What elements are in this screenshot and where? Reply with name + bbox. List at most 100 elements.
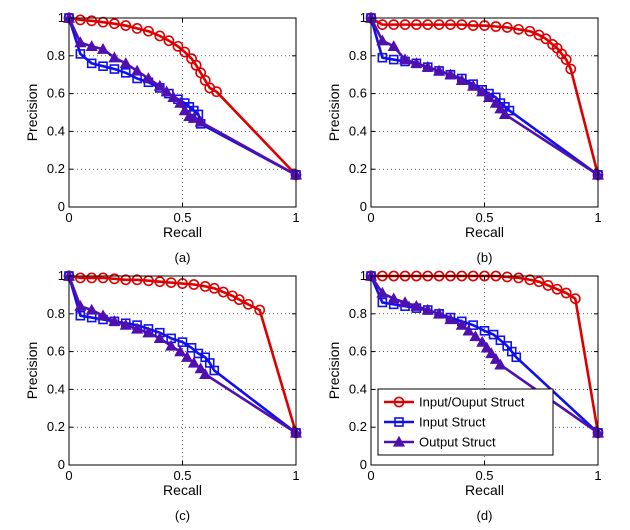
legend-label: Input Struct [419,415,486,430]
legend-entry-3: Output Struct [384,435,496,450]
series-3 [364,11,605,180]
series-line [68,16,297,176]
data-point [142,326,155,338]
data-point [186,343,197,353]
data-point [131,274,143,286]
y-tick-label: 0.8 [349,306,367,321]
x-tick-label: 0 [65,210,72,225]
data-point [456,19,468,31]
data-point [485,347,498,359]
data-point [560,54,572,65]
data-point [421,60,434,72]
data-point [199,74,211,86]
data-point [569,293,581,305]
x-axis-label: Recall [465,224,504,240]
data-point [476,335,489,347]
data-point [180,351,194,362]
data-point [560,287,572,299]
data-point [194,115,207,127]
data-point [513,23,524,35]
legend-entry-2: Input Struct [384,415,486,430]
panel-caption: (b) [477,250,493,265]
series-3 [62,11,303,180]
x-tick-label: 1 [292,210,299,225]
x-axis-label: Recall [465,482,504,498]
data-point [119,318,132,330]
data-point [211,86,222,98]
legend-label: Output Struct [419,435,496,450]
x-tick-label: 1 [292,468,299,483]
data-point [97,42,110,54]
data-point [178,104,191,116]
data-point [376,286,389,298]
data-point [494,102,507,114]
data-point [177,337,188,347]
y-tick-label: 1 [58,268,65,283]
y-tick-label: 0.6 [47,344,65,359]
data-point [410,19,422,31]
data-point [399,296,412,308]
data-point [131,22,143,34]
y-tick-label: 0.4 [47,123,65,138]
data-point [494,358,507,370]
data-point [131,322,144,334]
chart-panel-3: 0 0.2 0.4 0.6 0.8 1 0 0.5 1 Recall Precision (c) [24,268,303,523]
panel-caption: (a) [175,250,191,265]
data-point [376,34,389,46]
y-axis-label: Precision [24,342,40,400]
data-point [489,352,502,364]
data-point [468,320,478,330]
data-point [179,46,191,58]
data-point [540,33,552,45]
data-point [74,36,87,48]
legend-marker [394,417,404,427]
legend-marker [392,435,406,447]
data-point [160,85,173,97]
y-axis-label: Precision [24,84,40,142]
series-3 [62,269,303,438]
data-point [476,85,489,97]
data-point [462,324,475,336]
data-point [86,272,98,284]
data-point [119,57,132,69]
data-point [488,329,499,340]
data-point [242,298,254,310]
data-point [233,294,245,306]
data-point [165,277,177,289]
data-point [165,339,178,351]
data-point [469,330,482,342]
data-point [217,286,229,298]
data-point [399,53,412,65]
data-point [108,51,121,63]
y-tick-label: 0.6 [349,86,367,101]
x-tick-label: 0.5 [173,468,191,483]
x-tick-label: 0 [367,210,374,225]
data-point [74,300,87,311]
x-axis-label: Recall [163,224,202,240]
data-point [455,74,468,86]
y-tick-label: 0.2 [47,161,65,176]
y-tick-label: 0.2 [349,161,367,176]
legend-label: Input/Ouput Struct [419,395,525,410]
data-point [445,19,456,31]
data-point [433,19,445,31]
x-tick-label: 0.5 [475,210,493,225]
data-point [120,68,131,78]
y-tick-label: 0 [360,457,367,472]
data-point [174,96,187,108]
data-point [410,57,423,69]
data-point [86,58,97,69]
legend-marker [393,396,405,408]
x-tick-label: 0 [367,468,374,483]
y-tick-label: 0.6 [349,344,367,359]
data-point [533,276,545,288]
data-point [410,300,423,311]
data-point [467,79,480,91]
series-3 [364,269,605,438]
data-point [513,272,524,284]
data-point [388,54,399,65]
data-point [190,59,202,71]
data-point [455,318,468,330]
data-point [433,307,446,319]
